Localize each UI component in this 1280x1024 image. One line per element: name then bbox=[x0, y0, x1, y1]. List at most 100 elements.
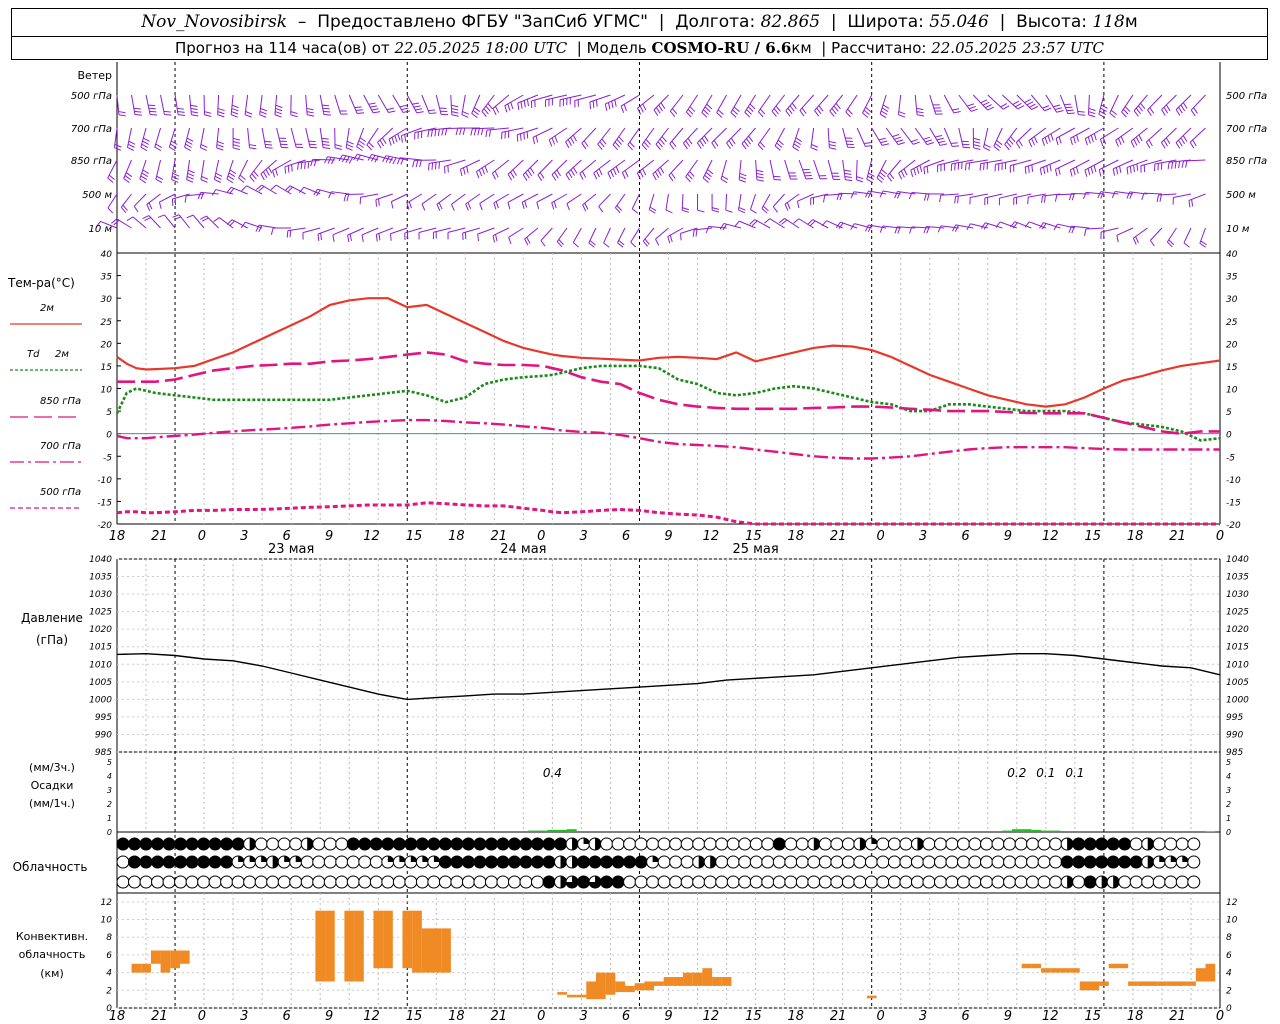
cloud-symbol bbox=[1072, 855, 1086, 869]
wind-barb-feather bbox=[568, 171, 573, 179]
temp-series-3 bbox=[116, 418, 1220, 460]
wind-barb-feather bbox=[492, 235, 496, 243]
wind-barb bbox=[1175, 94, 1192, 110]
hour-tick-label: 0 bbox=[198, 1009, 206, 1024]
wind-barb-feather bbox=[388, 110, 396, 114]
cloud-symbol bbox=[530, 855, 544, 869]
wind-barb bbox=[725, 193, 728, 211]
wind-barb-feather bbox=[114, 144, 122, 148]
cloud-symbol-fill bbox=[295, 856, 302, 862]
wind-barb-feather bbox=[265, 143, 273, 146]
wind-barb bbox=[1140, 159, 1163, 167]
wind-barb-feather bbox=[748, 135, 754, 143]
wind-barb-feather bbox=[348, 157, 354, 164]
cloud-symbol bbox=[899, 837, 913, 851]
wind-barb bbox=[131, 94, 136, 115]
cloud-symbol bbox=[818, 855, 832, 869]
wind-barb bbox=[259, 94, 263, 115]
wind-barb-feather bbox=[919, 165, 923, 173]
cloud-symbol bbox=[266, 837, 280, 851]
wind-barb bbox=[655, 227, 669, 240]
precip-title: Осадки bbox=[31, 779, 74, 792]
wind-barb-feather bbox=[228, 172, 236, 177]
wind-barb-feather bbox=[838, 222, 844, 230]
wind-barb bbox=[524, 227, 539, 240]
cloud-symbol bbox=[358, 875, 372, 889]
wind-barb-feather bbox=[217, 107, 225, 112]
cloud-symbol bbox=[369, 837, 383, 851]
wind-barb-feather bbox=[370, 105, 378, 108]
wind-barb bbox=[882, 225, 901, 229]
wind-barb-feather bbox=[345, 156, 350, 163]
wind-barb-feather bbox=[1145, 141, 1151, 149]
wind-barb-feather bbox=[588, 242, 595, 248]
cloud-symbol bbox=[461, 837, 475, 851]
cloud-symbol bbox=[197, 837, 211, 851]
cloud-symbol bbox=[772, 855, 786, 869]
wind-barb bbox=[984, 193, 1003, 199]
wind-barb-feather bbox=[375, 199, 378, 207]
conv-bar bbox=[1031, 963, 1042, 969]
wind-barb-feather bbox=[711, 142, 716, 149]
wind-barb bbox=[186, 193, 205, 197]
wind-barb bbox=[1161, 127, 1177, 143]
wind-barb-feather bbox=[631, 208, 639, 214]
wind-barb bbox=[245, 221, 263, 229]
wind-barb-feather bbox=[572, 134, 577, 142]
cloud-symbol bbox=[128, 875, 142, 889]
wind-barb-feather bbox=[488, 129, 491, 137]
temp-ytick-right: 10 bbox=[1226, 386, 1238, 396]
hour-tick-label: 6 bbox=[622, 1009, 630, 1024]
wind-barb bbox=[399, 157, 422, 161]
cloud-symbol bbox=[968, 875, 982, 889]
cloud-symbol bbox=[761, 855, 775, 869]
cloud-symbol bbox=[335, 855, 349, 869]
wind-barb-feather bbox=[185, 140, 193, 145]
wind-barb bbox=[507, 159, 524, 175]
precip-ytick-right: 4 bbox=[1226, 772, 1231, 781]
wind-barb-feather bbox=[346, 144, 354, 148]
wind-barb bbox=[799, 94, 815, 111]
wind-barb bbox=[1146, 127, 1163, 143]
wind-barb-feather bbox=[436, 204, 441, 211]
hour-tick-label: 0 bbox=[1216, 1009, 1224, 1024]
conv-ytick-right: 6 bbox=[1226, 951, 1232, 961]
wind-barb-feather bbox=[1136, 163, 1139, 171]
wind-barb-feather bbox=[1193, 107, 1198, 114]
wind-barb bbox=[1161, 94, 1177, 110]
wind-barb-feather bbox=[141, 172, 149, 177]
cloud-symbol bbox=[128, 837, 142, 851]
precip-ytick-right: 3 bbox=[1226, 786, 1231, 795]
wind-barb-feather bbox=[897, 226, 901, 234]
wind-barb-feather bbox=[746, 109, 752, 115]
wind-barb-feather bbox=[818, 105, 824, 112]
wind-barb-feather bbox=[239, 174, 246, 180]
temp-ytick-right: -20 bbox=[1226, 521, 1241, 531]
cloud-symbol bbox=[323, 837, 337, 851]
wind-barb bbox=[522, 159, 539, 176]
wind-barb bbox=[882, 190, 901, 195]
wind-barb-feather bbox=[696, 142, 702, 149]
cloud-symbol bbox=[1049, 875, 1063, 889]
wind-barb-feather bbox=[940, 143, 948, 146]
wind-barb-feather bbox=[1050, 133, 1054, 141]
wind-barb-feather bbox=[140, 146, 148, 152]
wind-barb-feather bbox=[1004, 144, 1010, 151]
wind-barb-feather bbox=[438, 202, 443, 210]
pressure-ytick: 1035 bbox=[89, 573, 112, 583]
wind-barb bbox=[146, 193, 161, 205]
wind-barb bbox=[827, 159, 834, 180]
conv-bar bbox=[1108, 963, 1119, 969]
wind-barb bbox=[540, 227, 553, 241]
wind-barb-feather bbox=[636, 172, 641, 180]
wind-barb-feather bbox=[1041, 138, 1045, 146]
cloud-symbol bbox=[1037, 875, 1051, 889]
wind-barb-feather bbox=[1101, 167, 1105, 176]
wind-barb bbox=[302, 227, 321, 234]
cloud-symbol bbox=[807, 875, 821, 889]
cloud-symbol bbox=[358, 855, 372, 869]
wind-barb bbox=[391, 193, 408, 203]
wind-barb-feather bbox=[431, 162, 434, 170]
wind-barb-feather bbox=[346, 194, 350, 202]
model-name: COSMO-RU / 6.6 bbox=[651, 39, 792, 57]
